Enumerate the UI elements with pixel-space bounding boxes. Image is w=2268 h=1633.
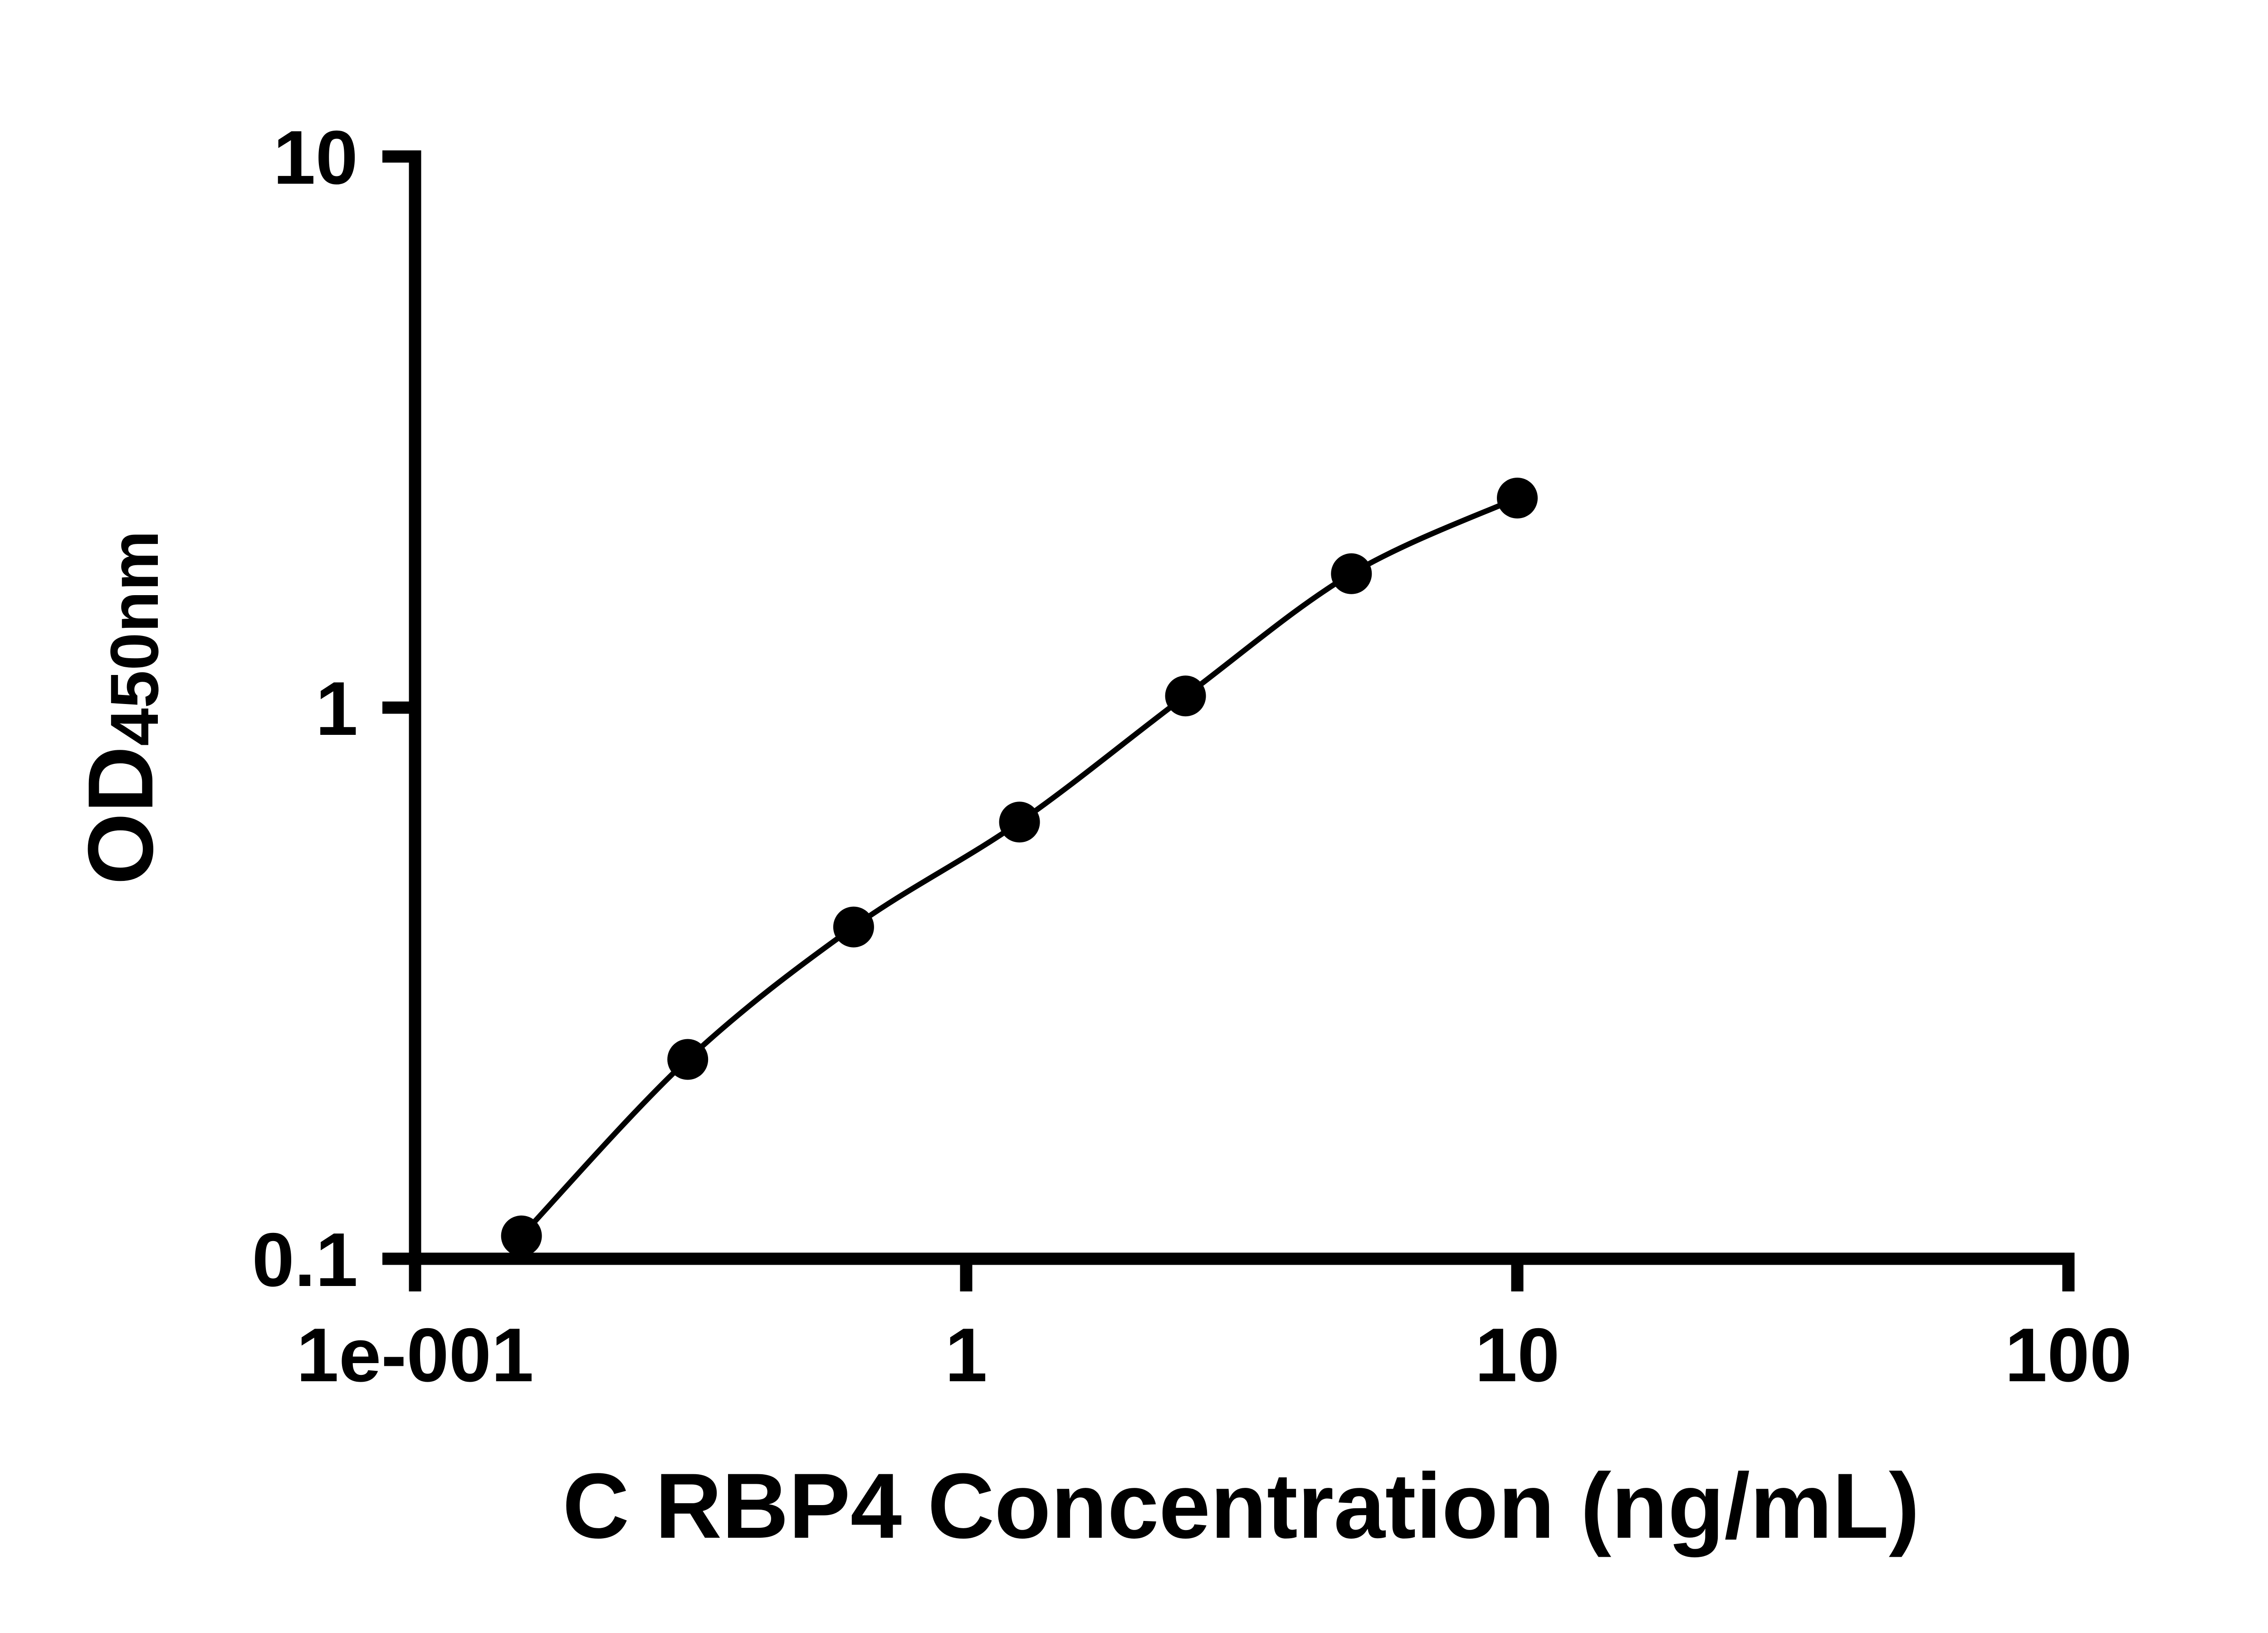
y-axis-title-sub: 450nm — [96, 530, 172, 746]
y-tick-label: 0.1 — [252, 1217, 358, 1302]
y-axis-title: OD450nm — [69, 530, 172, 885]
y-axis-title-main: OD — [69, 746, 172, 885]
x-tick-label: 100 — [2005, 1312, 2132, 1398]
data-point — [833, 906, 874, 948]
data-point — [1165, 675, 1206, 717]
data-point — [667, 1039, 709, 1080]
fit-curve — [519, 495, 1519, 1238]
axes-spines — [409, 150, 2075, 1265]
x-axis-title: C RBP4 Concentration (ng/mL) — [562, 1454, 1920, 1558]
x-tick-label: 1e-001 — [296, 1312, 533, 1398]
y-tick-label: 10 — [273, 115, 358, 200]
x-tick-label: 1 — [945, 1312, 987, 1398]
plot-layer: 1e-001 1 10 100 0.1 1 10 — [252, 115, 2132, 1398]
data-point — [999, 802, 1040, 843]
data-point — [1497, 478, 1538, 518]
data-point — [501, 1215, 542, 1257]
data-point — [1331, 553, 1372, 594]
y-tick-label: 1 — [316, 666, 358, 751]
x-tick-label: 10 — [1475, 1312, 1560, 1398]
